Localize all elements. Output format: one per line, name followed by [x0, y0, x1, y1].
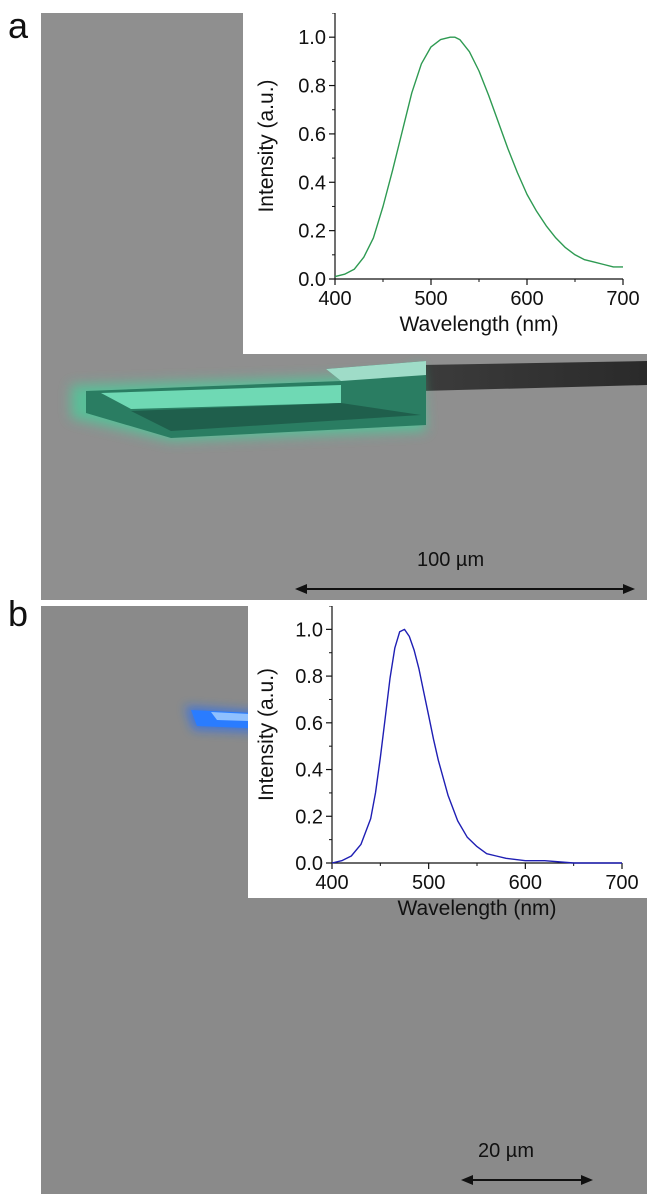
panel-a-micrograph: 100 µm 400 500 600 700 0.0 0.2 0.4 0.6 0.8 1.0 Wav…	[41, 13, 647, 600]
needle	[421, 361, 647, 391]
scale-bar-b-label: 20 µm	[478, 1140, 534, 1162]
y-tick-label: 0.6	[295, 713, 323, 735]
y-tick-label: 0.6	[298, 124, 326, 146]
x-tick-label: 500	[414, 288, 447, 310]
scale-bar-b: 20 µm	[461, 1140, 593, 1185]
y-tick-label: 0.8	[295, 666, 323, 688]
x-tick-label: 400	[318, 288, 351, 310]
y-tick-label: 0.4	[298, 172, 326, 194]
y-tick-label: 1.0	[298, 27, 326, 49]
y-axis-label: Intensity (a.u.)	[255, 668, 278, 801]
x-tick-label: 600	[510, 288, 543, 310]
panel-b-micrograph: 20 µm 400 500 600 700 0.0 0.2 0.4 0.6 0.8 1.0 Wave…	[41, 606, 647, 1194]
panel-b-inset: 400 500 600 700 0.0 0.2 0.4 0.6 0.8 1.0 Wavelength…	[248, 606, 647, 920]
spectrum-line	[331, 628, 622, 864]
y-tick-label: 0.0	[298, 269, 326, 291]
y-tick-label: 0.2	[295, 806, 323, 828]
x-tick-label: 600	[509, 872, 542, 894]
y-tick-label: 0.0	[295, 853, 323, 875]
x-tick-label: 700	[605, 872, 638, 894]
spectrum-line	[334, 36, 623, 278]
panel-a-spectrum-chart: 400 500 600 700 0.0 0.2 0.4 0.6 0.8 1.0 Wavelength…	[255, 13, 640, 336]
scale-bar-a: 100 µm	[295, 549, 635, 594]
x-axis-label: Wavelength (nm)	[397, 897, 556, 920]
y-tick-label: 0.2	[298, 221, 326, 243]
x-axis-label: Wavelength (nm)	[399, 313, 558, 336]
x-tick-label: 700	[606, 288, 639, 310]
y-tick-label: 1.0	[295, 619, 323, 641]
scale-bar-a-label: 100 µm	[417, 549, 484, 571]
panel-a-letter: a	[8, 5, 29, 46]
x-tick-label: 400	[315, 872, 348, 894]
panel-a-inset: 400 500 600 700 0.0 0.2 0.4 0.6 0.8 1.0 Wavelength…	[243, 13, 647, 354]
green-crystal	[71, 361, 426, 441]
x-tick-label: 500	[412, 872, 445, 894]
y-tick-label: 0.4	[295, 760, 323, 782]
y-tick-label: 0.8	[298, 76, 326, 98]
panel-b-spectrum-chart: 400 500 600 700 0.0 0.2 0.4 0.6 0.8 1.0 Wavelength…	[255, 606, 639, 920]
panel-b-letter: b	[8, 593, 29, 634]
y-axis-label: Intensity (a.u.)	[255, 79, 278, 212]
